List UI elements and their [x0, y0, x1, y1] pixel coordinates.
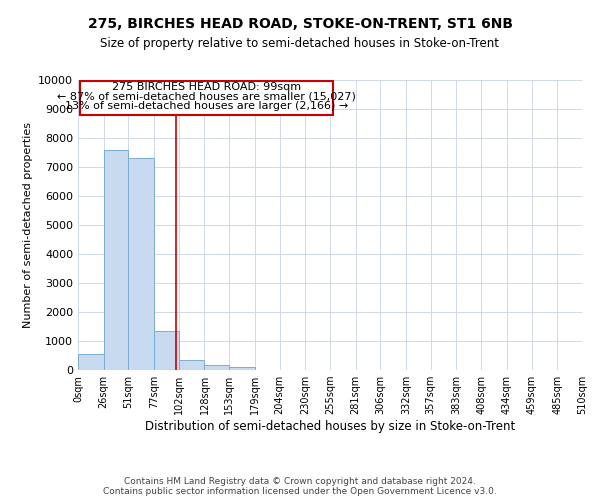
Text: ← 87% of semi-detached houses are smaller (15,027): ← 87% of semi-detached houses are smalle… [57, 92, 356, 102]
FancyBboxPatch shape [80, 80, 333, 115]
Bar [179, 360, 205, 370]
Bar [154, 331, 179, 370]
Text: 275, BIRCHES HEAD ROAD, STOKE-ON-TRENT, ST1 6NB: 275, BIRCHES HEAD ROAD, STOKE-ON-TRENT, … [88, 18, 512, 32]
Text: Contains HM Land Registry data © Crown copyright and database right 2024.: Contains HM Land Registry data © Crown c… [124, 476, 476, 486]
Bar [205, 365, 229, 370]
X-axis label: Distribution of semi-detached houses by size in Stoke-on-Trent: Distribution of semi-detached houses by … [145, 420, 515, 433]
Y-axis label: Number of semi-detached properties: Number of semi-detached properties [23, 122, 32, 328]
Text: 13% of semi-detached houses are larger (2,166) →: 13% of semi-detached houses are larger (… [65, 101, 348, 111]
Bar [104, 150, 128, 370]
Bar [229, 367, 255, 370]
Text: Size of property relative to semi-detached houses in Stoke-on-Trent: Size of property relative to semi-detach… [101, 38, 499, 51]
Bar [128, 158, 154, 370]
Bar [78, 354, 104, 370]
Text: Contains public sector information licensed under the Open Government Licence v3: Contains public sector information licen… [103, 486, 497, 496]
Text: 275 BIRCHES HEAD ROAD: 99sqm: 275 BIRCHES HEAD ROAD: 99sqm [112, 82, 301, 92]
